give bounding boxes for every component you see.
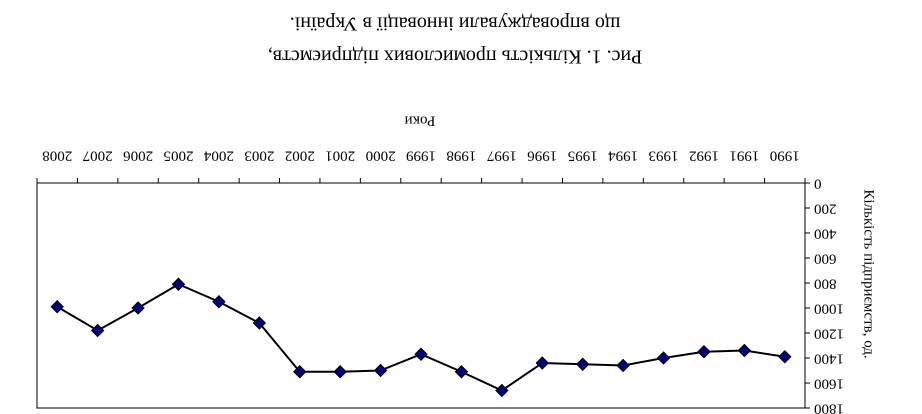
y-tick-label: 600 <box>814 251 837 267</box>
marker <box>778 350 792 364</box>
marker <box>50 300 64 314</box>
y-tick-label: 200 <box>814 201 837 217</box>
x-tick-label: 1999 <box>406 148 436 164</box>
y-tick-label: 400 <box>814 226 837 242</box>
y-axis-label: Кількість підприємств, од. <box>861 189 877 358</box>
marker <box>575 357 590 371</box>
x-tick-label: 2005 <box>163 148 193 164</box>
x-tick-label: 1991 <box>729 148 759 164</box>
marker <box>131 301 145 315</box>
marker <box>656 351 671 365</box>
x-tick-label: 1995 <box>568 148 598 164</box>
marker <box>697 345 711 359</box>
marker <box>535 356 549 370</box>
chart-title: Рис. 1. Кількість промислових підприємст… <box>268 45 643 67</box>
y-tick-label: 800 <box>814 276 837 292</box>
x-tick-label: 1994 <box>608 148 639 164</box>
x-tick-label: 2003 <box>244 148 274 164</box>
marker <box>171 277 186 291</box>
marker <box>737 343 752 358</box>
chart-subtitle: що впроваджували інновації в Україні. <box>290 12 621 34</box>
marker <box>252 316 267 330</box>
marker <box>495 383 509 398</box>
x-tick-label: 1996 <box>527 148 558 164</box>
x-tick-label: 2006 <box>123 148 154 164</box>
x-axis-label: Роки <box>405 113 436 129</box>
y-tick-label: 0 <box>814 176 822 192</box>
y-tick-label: 1800 <box>814 401 844 414</box>
y-tick-label: 1400 <box>814 351 844 367</box>
x-tick-label: 2001 <box>325 148 355 164</box>
x-tick-label: 2008 <box>42 148 72 164</box>
x-tick-label: 2004 <box>203 148 234 164</box>
x-tick-label: 1997 <box>486 148 517 164</box>
y-tick-label: 1200 <box>814 326 844 342</box>
x-tick-label: 2007 <box>82 148 113 164</box>
x-tick-label: 1990 <box>770 148 800 164</box>
marker <box>616 358 630 373</box>
marker <box>90 323 105 338</box>
x-tick-label: 2000 <box>366 148 396 164</box>
marker <box>293 365 307 379</box>
plot-frame <box>36 182 806 409</box>
x-tick-label: 1998 <box>446 148 476 164</box>
marker <box>212 295 226 309</box>
marker <box>414 347 428 361</box>
marker <box>454 365 469 379</box>
x-tick-label: 1993 <box>649 148 679 164</box>
y-tick-label: 1600 <box>814 376 844 392</box>
x-tick-label: 2002 <box>285 148 315 164</box>
y-tick-label: 1000 <box>814 301 844 317</box>
marker <box>373 363 388 378</box>
line <box>56 283 785 392</box>
x-tick-label: 1992 <box>689 148 719 164</box>
marker <box>333 365 347 379</box>
